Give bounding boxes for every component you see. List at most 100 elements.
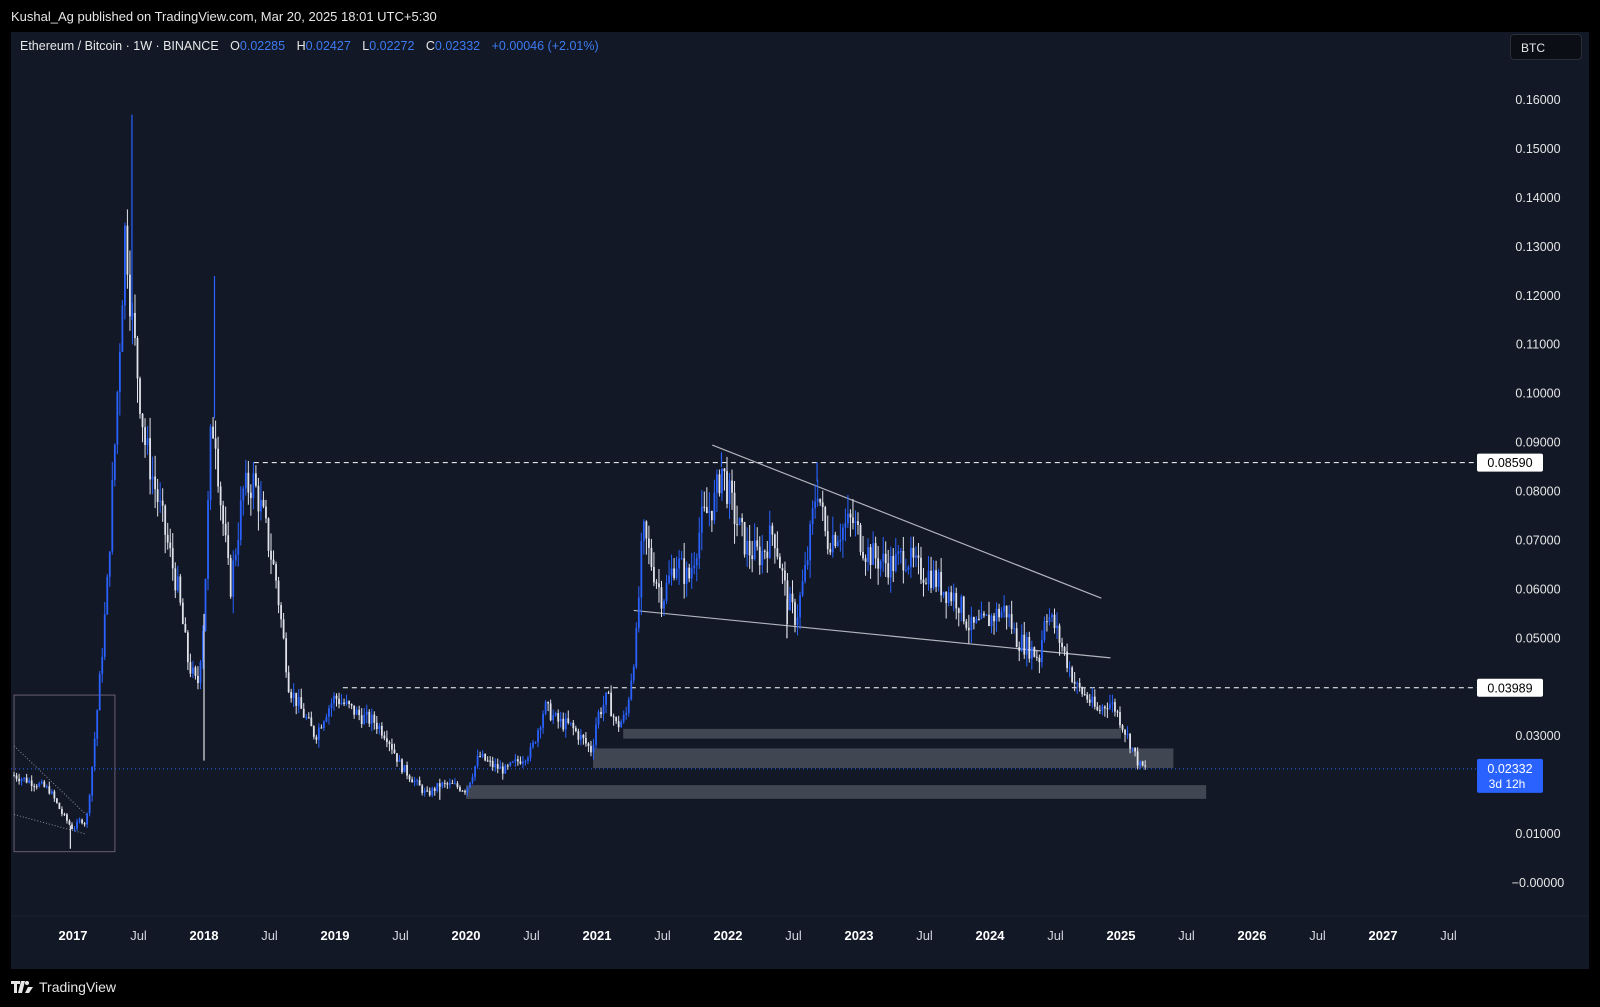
candle-body [479, 755, 482, 757]
candle-body [353, 705, 356, 715]
trendline [633, 609, 1111, 659]
footer-bar [0, 969, 1600, 1007]
currency-button[interactable]: BTC [1510, 34, 1582, 60]
candle-body [1141, 761, 1144, 766]
change-value: +0.00046 (+2.01%) [491, 39, 599, 53]
candle-body [267, 518, 270, 551]
candle-body [854, 521, 857, 524]
candle-body [116, 392, 119, 445]
candle-body [219, 486, 222, 506]
symbol-name[interactable]: Ethereum / Bitcoin · 1W · BINANCE [20, 39, 219, 53]
x-tick-label: Jul [261, 928, 278, 943]
candle-body [597, 711, 600, 725]
candle-body [937, 571, 940, 587]
candle-body [234, 554, 237, 561]
candle-body [688, 567, 691, 579]
candle-body [189, 662, 192, 674]
candle-body [76, 821, 78, 829]
candle-body [572, 722, 575, 729]
candle-body [171, 548, 174, 569]
candle-body [647, 538, 650, 548]
candle-body [1015, 628, 1018, 648]
candle-body [786, 580, 789, 611]
y-tick-label: 0.08000 [1515, 485, 1560, 499]
candle-body [360, 715, 363, 725]
candle-body [557, 713, 560, 722]
candle-body [151, 476, 154, 480]
candle-body [1078, 682, 1081, 688]
y-tick-label: 0.11000 [1516, 338, 1560, 352]
candle-body [718, 474, 721, 494]
candle-body [1051, 614, 1053, 618]
candle-body [612, 716, 615, 718]
candle-body [821, 502, 824, 508]
candle-body [527, 757, 529, 762]
candle-body [456, 783, 459, 788]
candle-body [98, 673, 101, 711]
candle-body [809, 524, 812, 561]
candle-body [1056, 625, 1058, 629]
tradingview-logo[interactable]: TradingView [11, 979, 116, 995]
chart-panel[interactable] [11, 32, 1589, 969]
candle-body [317, 727, 320, 740]
candle-body [464, 790, 466, 793]
candle-body [869, 547, 872, 565]
candle-body [768, 525, 771, 558]
candle-body [506, 765, 509, 767]
candle-body [957, 608, 960, 614]
candle-body [484, 753, 487, 761]
candle-body [202, 630, 204, 662]
candle-body [169, 542, 172, 549]
candle-body [436, 783, 439, 792]
candle-body [48, 786, 51, 794]
candle-body [350, 703, 353, 706]
candle-body [653, 566, 655, 583]
candle-body [524, 761, 527, 763]
candle-body [955, 592, 958, 609]
candle-body [600, 711, 602, 715]
low-value: 0.02272 [369, 39, 415, 53]
candle-body [315, 736, 318, 740]
candle-body [295, 692, 298, 706]
candle-body [713, 492, 716, 521]
candle-body [1058, 625, 1061, 643]
support-zone [466, 785, 1207, 799]
candle-body [605, 692, 607, 705]
candle-body [559, 718, 562, 722]
candle-body [680, 558, 683, 560]
candle-body [831, 534, 834, 553]
candle-body [925, 582, 927, 584]
candle-body [884, 553, 887, 564]
candle-body [874, 543, 877, 559]
candle-body [1023, 634, 1026, 655]
candle-body [118, 352, 121, 393]
candle-body [489, 760, 492, 762]
candle-body [539, 727, 542, 731]
candle-body [824, 507, 827, 532]
candle-body [227, 535, 230, 559]
candle-body [159, 500, 162, 502]
candle-body [721, 468, 723, 494]
candle-body [549, 703, 552, 721]
candle-body [753, 540, 756, 560]
candle-body [733, 492, 736, 525]
level-price-label: 0.08590 [1487, 456, 1532, 470]
level-price-tag [1477, 678, 1543, 697]
candle-body [134, 312, 136, 339]
candle-body [784, 570, 786, 581]
candle-body [816, 498, 819, 502]
candle-body [113, 444, 116, 480]
candle-body [960, 596, 963, 614]
candle-body [307, 717, 310, 719]
x-tick-label: Jul [1440, 928, 1457, 943]
candle-body [1048, 617, 1051, 622]
candle-body [418, 780, 421, 786]
candle-body [1073, 681, 1076, 684]
candle-body [373, 714, 376, 723]
candle-body [68, 820, 71, 825]
candle-body [582, 734, 585, 739]
candle-body [335, 695, 338, 699]
candle-body [635, 628, 638, 667]
candle-body [998, 608, 1000, 618]
